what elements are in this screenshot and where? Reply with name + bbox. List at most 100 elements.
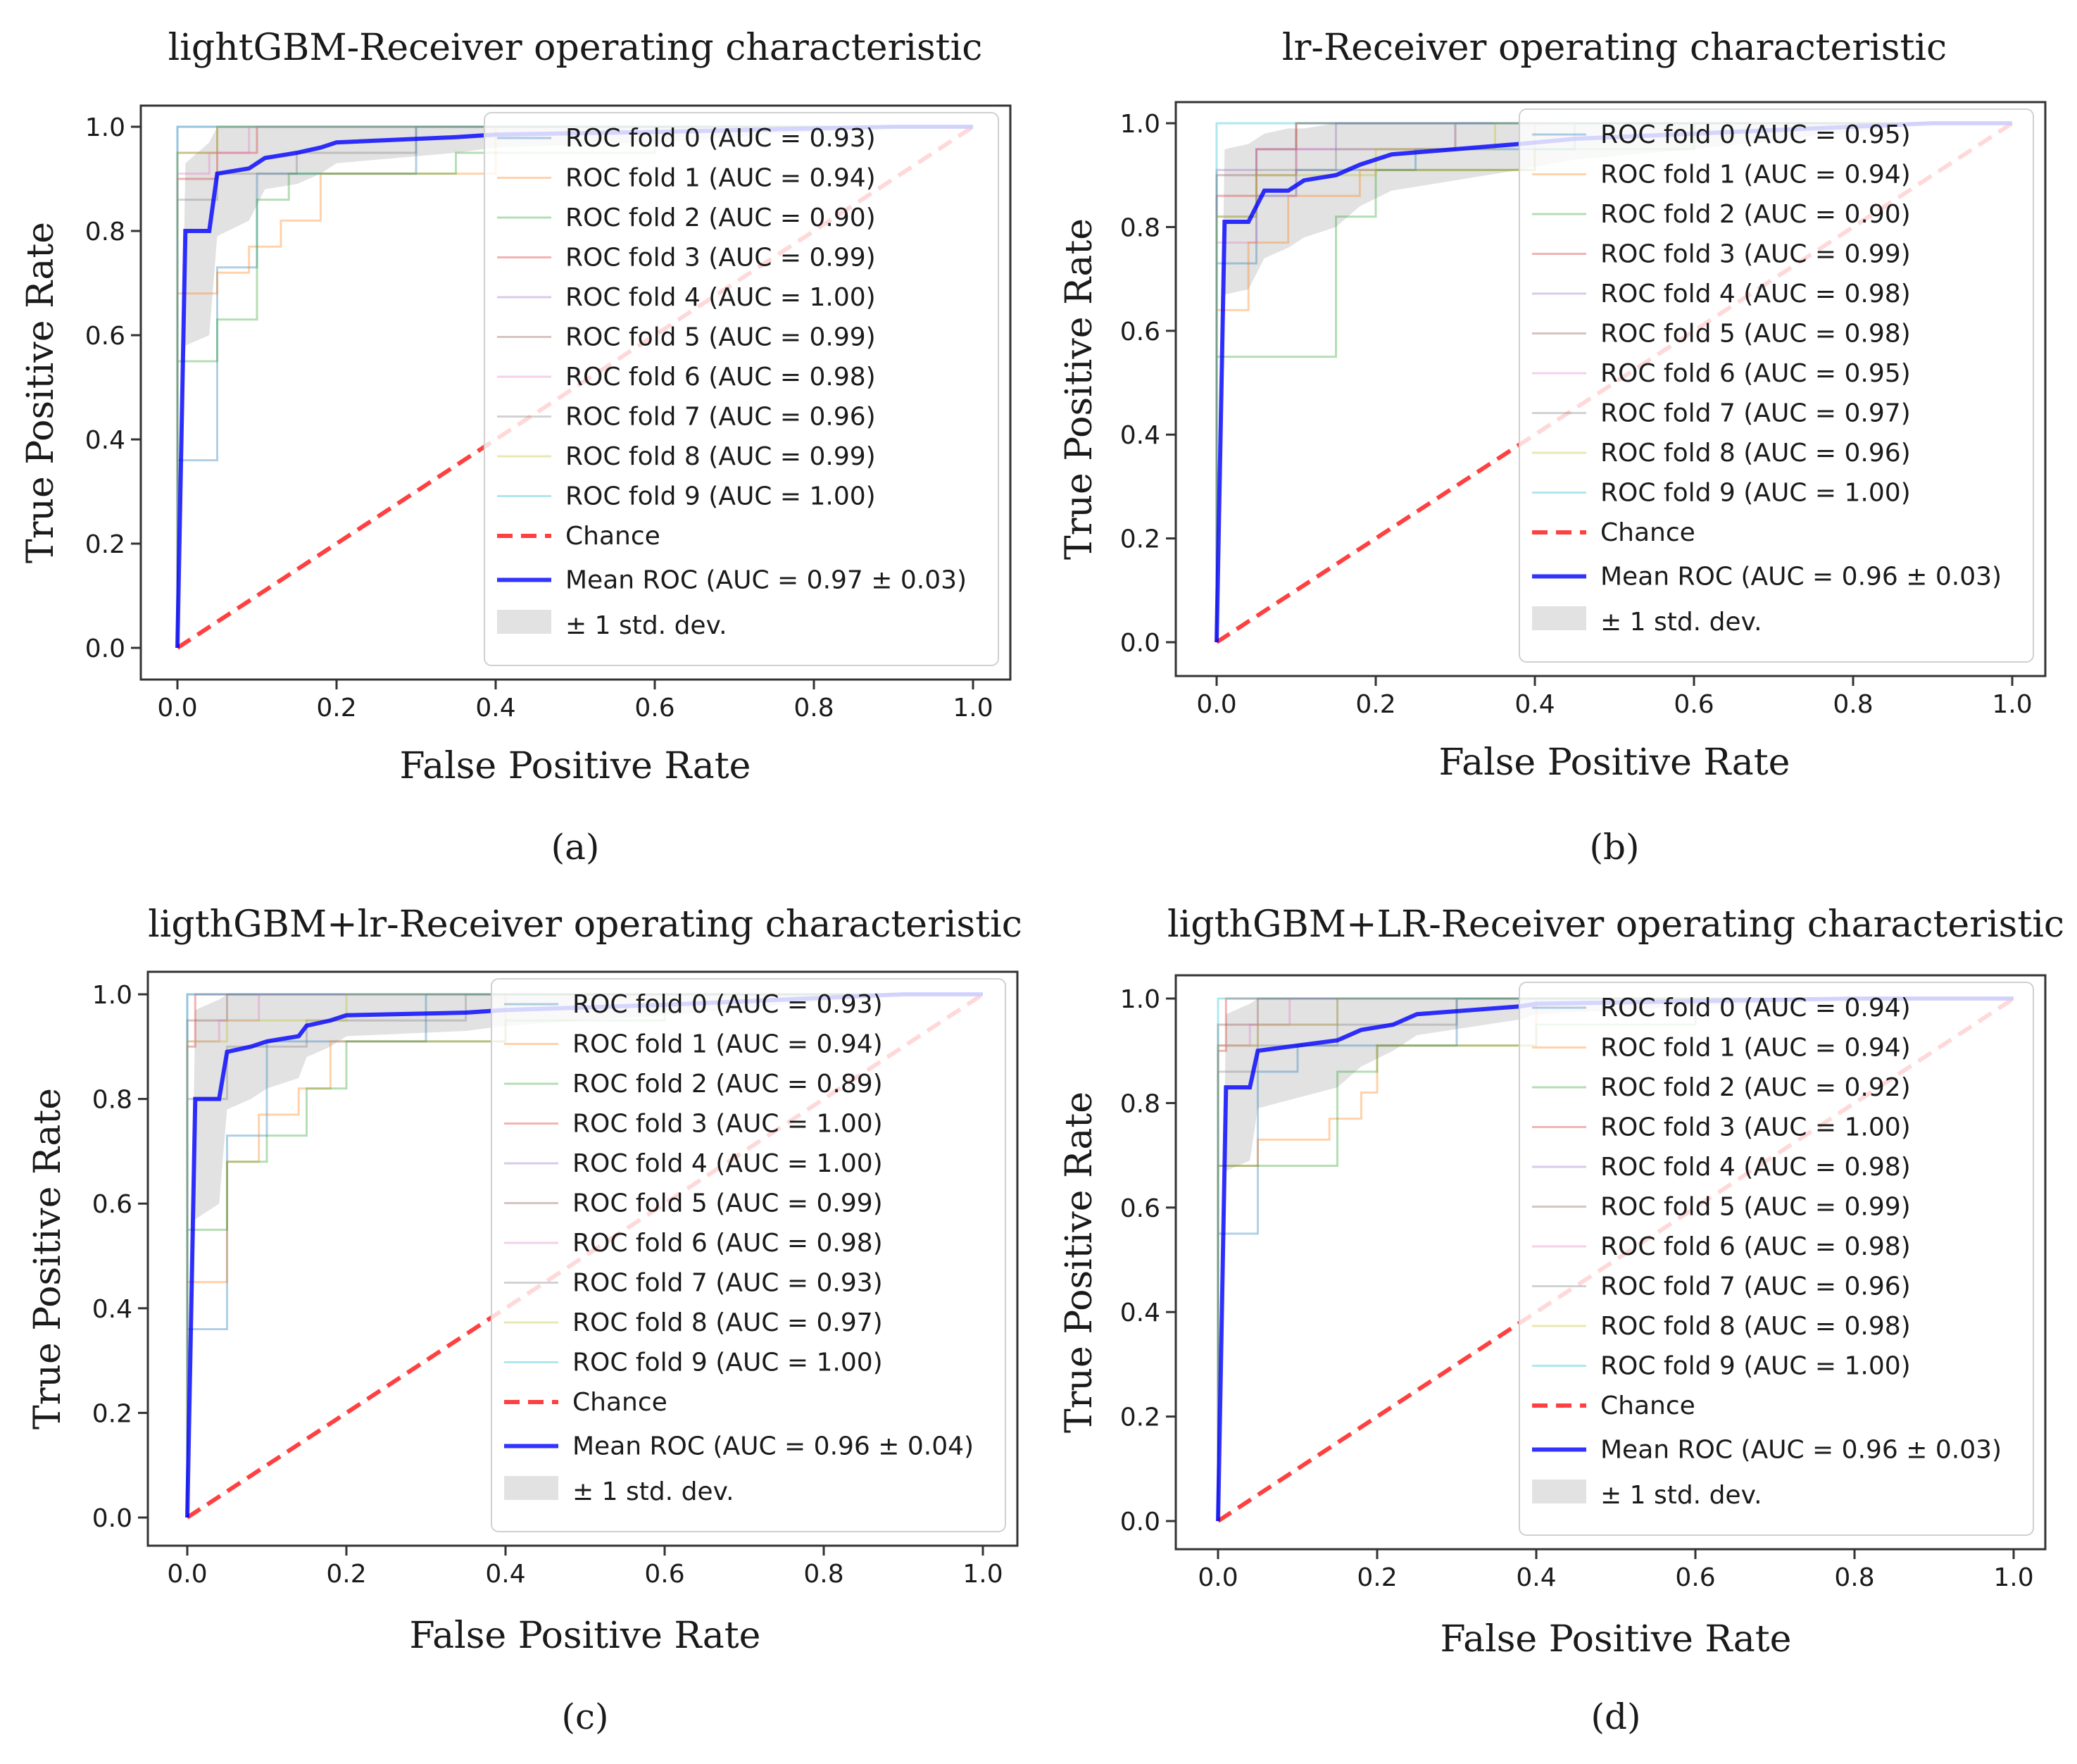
y-tick-label: 0.2 — [85, 530, 125, 559]
legend-label-fold-4: ROC fold 4 (AUC = 0.98) — [1600, 1153, 1911, 1182]
panel-label: (d) — [1590, 1696, 1640, 1737]
legend-label-fold-5: ROC fold 5 (AUC = 0.99) — [1600, 1193, 1911, 1222]
y-tick-label: 0.4 — [85, 426, 125, 455]
legend-label-fold-7: ROC fold 7 (AUC = 0.97) — [1600, 399, 1911, 428]
y-tick-label: 0.6 — [1120, 1194, 1160, 1223]
x-tick-label: 0.6 — [1674, 690, 1714, 719]
y-tick-label: 0.0 — [92, 1504, 132, 1533]
x-tick-label: 0.4 — [1516, 1563, 1556, 1592]
legend-label-fold-2: ROC fold 2 (AUC = 0.92) — [1600, 1073, 1911, 1102]
legend-label-mean: Mean ROC (AUC = 0.96 ± 0.03) — [1600, 1436, 2002, 1465]
legend-label-fold-4: ROC fold 4 (AUC = 1.00) — [565, 283, 876, 312]
legend-label-fold-9: ROC fold 9 (AUC = 1.00) — [1600, 479, 1911, 508]
roc-fold-5-line — [186, 993, 983, 1518]
x-tick-label: 0.4 — [475, 694, 515, 723]
x-tick-label: 0.8 — [803, 1560, 843, 1589]
legend-label-fold-2: ROC fold 2 (AUC = 0.89) — [572, 1070, 883, 1099]
panel-label: (c) — [561, 1696, 608, 1737]
x-axis-label: False Positive Rate — [400, 745, 751, 787]
legend-label-fold-9: ROC fold 9 (AUC = 1.00) — [572, 1349, 883, 1377]
x-axis-label: False Positive Rate — [410, 1615, 761, 1657]
legend-label-fold-1: ROC fold 1 (AUC = 0.94) — [1600, 161, 1911, 189]
roc-fold-8-line — [186, 993, 983, 1518]
roc-fold-4-line — [1215, 122, 2012, 642]
y-tick-label: 1.0 — [1120, 110, 1160, 139]
legend-label-fold-7: ROC fold 7 (AUC = 0.96) — [1600, 1272, 1911, 1301]
roc-fold-5-line — [176, 125, 973, 648]
legend-label-fold-5: ROC fold 5 (AUC = 0.98) — [1600, 320, 1911, 349]
x-tick-label: 1.0 — [962, 1560, 1003, 1589]
legend-label-fold-4: ROC fold 4 (AUC = 0.98) — [1600, 280, 1911, 308]
x-tick-label: 0.6 — [634, 694, 674, 723]
y-tick-label: 0.2 — [1120, 1403, 1160, 1432]
roc-fold-5-line — [1217, 997, 2014, 1521]
y-axis-label: True Positive Rate — [1058, 1091, 1100, 1433]
legend-label-fold-3: ROC fold 3 (AUC = 0.99) — [1600, 240, 1911, 269]
legend-box — [1519, 982, 2034, 1536]
x-tick-label: 0.0 — [1196, 690, 1236, 719]
legend-label-fold-6: ROC fold 6 (AUC = 0.95) — [1600, 359, 1911, 388]
y-tick-label: 0.2 — [1120, 525, 1160, 554]
std-dev-band — [1218, 999, 2014, 1521]
x-tick-label: 1.0 — [1993, 1563, 2033, 1592]
legend-label-std: ± 1 std. dev. — [565, 611, 727, 640]
chart-panel-2: lr-Receiver operating characteristic 0.0 0… — [1058, 27, 2047, 868]
y-tick-label: 0.8 — [92, 1086, 132, 1115]
roc-fold-7-line — [176, 125, 973, 648]
roc-fold-3-line — [176, 125, 973, 648]
legend-label-fold-2: ROC fold 2 (AUC = 0.90) — [1600, 200, 1911, 229]
legend-label-std: ± 1 std. dev. — [1600, 1481, 1762, 1510]
x-axis-label: False Positive Rate — [1441, 1618, 1792, 1660]
y-tick-label: 0.0 — [1120, 1508, 1160, 1537]
legend-label-chance: Chance — [572, 1388, 667, 1417]
legend-label-fold-8: ROC fold 8 (AUC = 0.97) — [572, 1308, 883, 1337]
legend-label-std: ± 1 std. dev. — [572, 1477, 734, 1506]
legend-label-fold-0: ROC fold 0 (AUC = 0.93) — [572, 990, 883, 1019]
legend-swatch-std — [497, 610, 551, 634]
roc-fold-8-line — [1215, 122, 2012, 642]
legend-label-fold-3: ROC fold 3 (AUC = 1.00) — [1600, 1113, 1911, 1142]
roc-fold-3-line — [1215, 122, 2012, 642]
y-tick-label: 1.0 — [1120, 985, 1160, 1014]
y-tick-label: 0.8 — [85, 218, 125, 246]
legend-label-fold-1: ROC fold 1 (AUC = 0.94) — [572, 1030, 883, 1059]
y-axis-label: True Positive Rate — [1058, 218, 1100, 560]
legend-label-fold-6: ROC fold 6 (AUC = 0.98) — [572, 1229, 883, 1258]
std-dev-band — [1217, 123, 2012, 642]
y-tick-label: 0.6 — [92, 1190, 132, 1219]
legend-label-fold-7: ROC fold 7 (AUC = 0.93) — [572, 1269, 883, 1298]
x-axis-label: False Positive Rate — [1439, 742, 1790, 784]
x-tick-label: 0.6 — [1675, 1563, 1715, 1592]
legend-label-mean: Mean ROC (AUC = 0.97 ± 0.03) — [565, 566, 967, 595]
x-tick-label: 0.2 — [326, 1560, 366, 1589]
x-tick-label: 0.8 — [1833, 690, 1873, 719]
legend-label-fold-8: ROC fold 8 (AUC = 0.99) — [565, 442, 876, 471]
plot-area — [175, 125, 974, 650]
x-tick-label: 0.8 — [793, 694, 834, 723]
legend-box — [1519, 108, 2034, 663]
y-tick-label: 1.0 — [85, 113, 125, 142]
x-tick-label: 0.8 — [1834, 1563, 1874, 1592]
std-dev-band — [177, 127, 973, 648]
roc-fold-0-line — [1217, 997, 2014, 1521]
legend-label-fold-1: ROC fold 1 (AUC = 0.94) — [1600, 1034, 1911, 1063]
roc-fold-4-line — [1217, 997, 2014, 1521]
x-tick-label: 0.0 — [1198, 1563, 1238, 1592]
legend-label-fold-9: ROC fold 9 (AUC = 1.00) — [565, 482, 876, 511]
chart-panel-4: ligthGBM+LR-Receiver operating character… — [1058, 903, 2064, 1737]
panel-label: (b) — [1589, 827, 1639, 868]
legend-label-fold-9: ROC fold 9 (AUC = 1.00) — [1600, 1352, 1911, 1381]
x-tick-label: 1.0 — [1992, 690, 2032, 719]
y-tick-label: 0.4 — [1120, 421, 1160, 450]
roc-fold-3-line — [1217, 997, 2014, 1521]
legend-label-fold-5: ROC fold 5 (AUC = 0.99) — [565, 323, 876, 352]
roc-fold-7-line — [1217, 997, 2014, 1521]
legend-label-chance: Chance — [1600, 1391, 1695, 1420]
roc-fold-7-line — [1215, 122, 2012, 642]
y-tick-label: 0.4 — [92, 1295, 132, 1324]
x-tick-label: 0.2 — [1357, 1563, 1397, 1592]
legend-label-fold-5: ROC fold 5 (AUC = 0.99) — [572, 1189, 883, 1218]
chart-panel-3: ligthGBM+lr-Receiver operating character… — [27, 903, 1022, 1737]
legend-swatch-std — [1532, 1480, 1586, 1503]
y-tick-label: 0.6 — [1120, 318, 1160, 346]
